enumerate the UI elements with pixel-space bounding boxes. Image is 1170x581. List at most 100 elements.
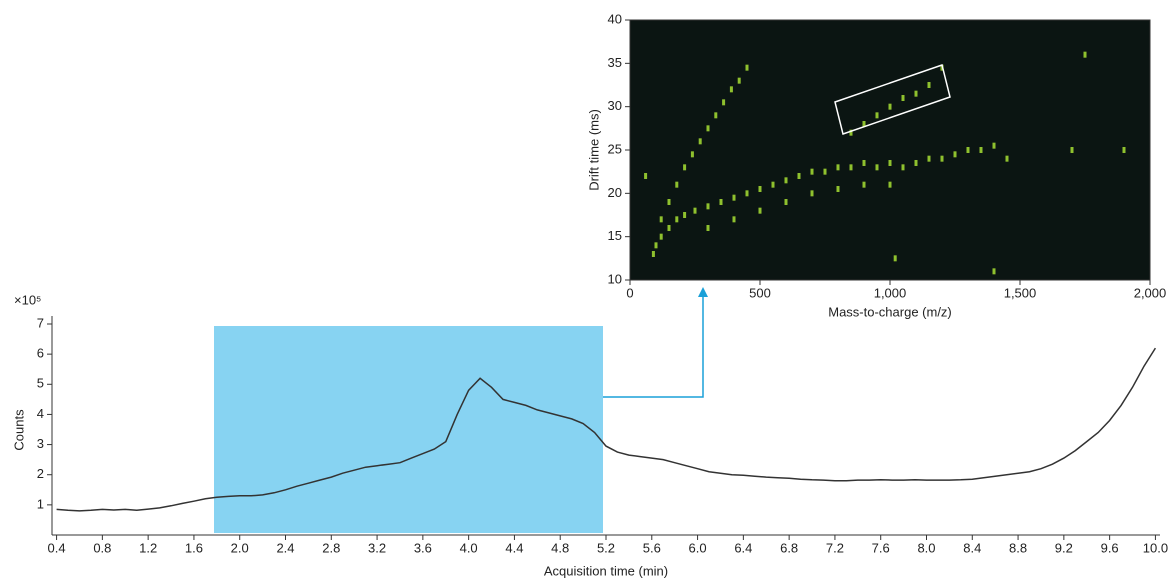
point (1070, 147, 1074, 153)
point (683, 164, 687, 171)
x-tick-label: 3.2 (368, 540, 386, 555)
point (729, 86, 733, 93)
x-tick-label: 0 (626, 285, 633, 300)
point (654, 242, 658, 249)
point (667, 199, 671, 205)
point (836, 164, 840, 171)
point (675, 181, 679, 188)
y-tick-label: 4 (37, 406, 44, 421)
point (992, 268, 996, 275)
point (659, 233, 663, 240)
y-tick-label: 35 (608, 55, 622, 70)
point (940, 155, 944, 162)
point (901, 164, 905, 171)
plot-frame (629, 19, 1151, 281)
point (927, 82, 931, 88)
point (1083, 51, 1087, 58)
point (875, 112, 879, 119)
x-tick-label: 0.4 (48, 540, 66, 555)
point (732, 194, 736, 201)
x-tick-label: 6.4 (734, 540, 752, 555)
y-multiplier: ×10⁵ (14, 292, 41, 307)
y-tick-label: 15 (608, 228, 622, 243)
point (706, 125, 710, 132)
point (771, 181, 775, 188)
x-tick-label: 2.8 (322, 540, 340, 555)
point (732, 216, 736, 223)
x-tick-label: 2.4 (276, 540, 294, 555)
y-tick-label: 2 (37, 466, 44, 481)
point (836, 186, 840, 192)
point (745, 190, 749, 197)
point (888, 160, 892, 166)
point (901, 95, 905, 101)
point (862, 160, 866, 166)
y-tick-label: 30 (608, 98, 622, 113)
point (810, 168, 814, 175)
point (644, 173, 648, 179)
point (966, 147, 970, 153)
point (849, 164, 853, 171)
arrow-head (698, 287, 708, 297)
point (823, 168, 827, 175)
annotation-box (834, 64, 951, 135)
point (875, 164, 879, 171)
point (706, 225, 710, 231)
x-tick-label: 4.4 (505, 540, 523, 555)
x-tick-label: 0.8 (93, 540, 111, 555)
point (953, 151, 957, 158)
x-tick-label: 4.0 (460, 540, 478, 555)
point (745, 64, 749, 71)
point (693, 207, 697, 214)
y-tick-label: 5 (37, 376, 44, 391)
x-tick-label: 8.0 (917, 540, 935, 555)
x-tick-label: 1,000 (874, 285, 907, 300)
x-axis-label: Acquisition time (min) (544, 563, 668, 578)
point (810, 190, 814, 197)
x-axis-label: Mass-to-charge (m/z) (828, 304, 952, 319)
x-tick-label: 6.8 (780, 540, 798, 555)
plot-background (630, 20, 1150, 280)
point (690, 151, 694, 158)
point (797, 173, 801, 179)
point (659, 216, 663, 223)
point (1005, 155, 1009, 162)
point (683, 212, 687, 218)
x-tick-label: 8.8 (1009, 540, 1027, 555)
point (719, 199, 723, 205)
x-tick-label: 5.2 (597, 540, 615, 555)
x-tick-label: 1.6 (185, 540, 203, 555)
point (862, 181, 866, 188)
point (849, 129, 853, 136)
point (888, 181, 892, 188)
y-tick-label: 3 (37, 436, 44, 451)
point (784, 199, 788, 205)
x-tick-label: 7.6 (872, 540, 890, 555)
point (914, 160, 918, 166)
highlight-region (214, 326, 603, 533)
point (758, 207, 762, 214)
x-tick-label: 3.6 (414, 540, 432, 555)
point (893, 255, 897, 262)
y-tick-label: 40 (608, 11, 622, 26)
y-tick-label: 25 (608, 141, 622, 156)
x-tick-label: 8.4 (963, 540, 981, 555)
point (927, 155, 931, 162)
y-tick-label: 1 (37, 496, 44, 511)
x-tick-label: 1,500 (1004, 285, 1037, 300)
x-tick-label: 6.0 (689, 540, 707, 555)
y-axis-label: Drift time (ms) (586, 109, 601, 191)
point (722, 99, 726, 106)
x-tick-label: 9.6 (1101, 540, 1119, 555)
point (1122, 147, 1126, 153)
point (784, 177, 788, 184)
data-line (56, 347, 1157, 512)
x-tick-label: 9.2 (1055, 540, 1073, 555)
point (914, 90, 918, 97)
y-tick-label: 20 (608, 185, 622, 200)
x-tick-label: 2,000 (1134, 285, 1167, 300)
x-tick-label: 7.2 (826, 540, 844, 555)
point (862, 121, 866, 127)
point (651, 251, 655, 257)
point (675, 216, 679, 223)
